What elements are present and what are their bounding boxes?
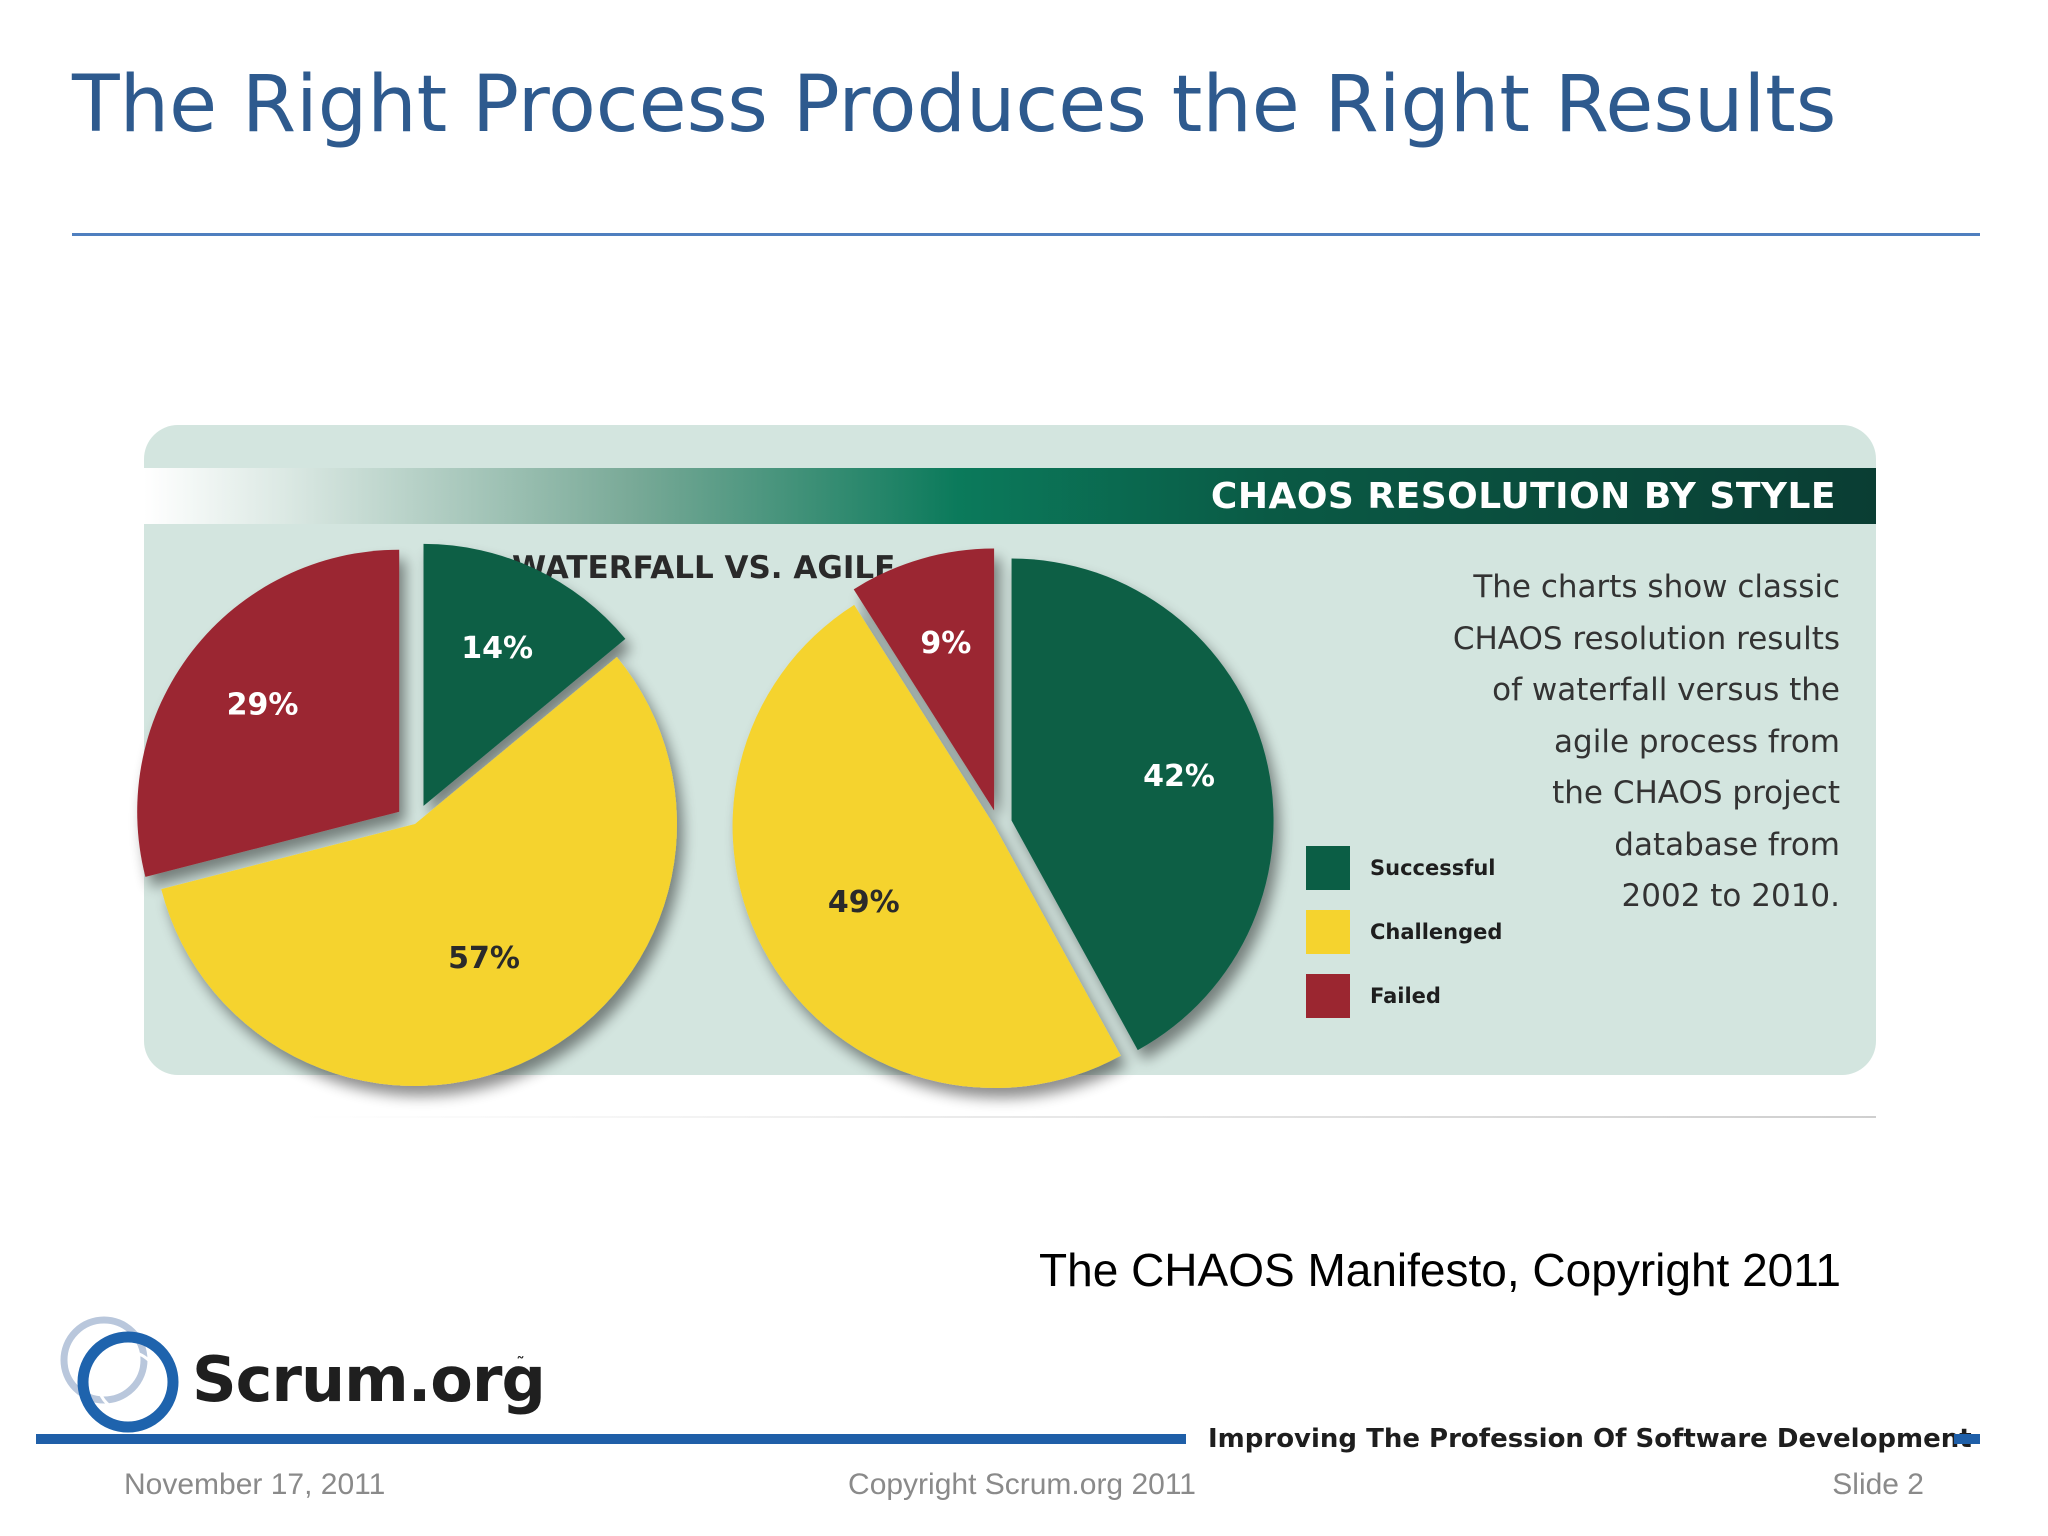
footer-band-end [1954, 1434, 1980, 1444]
title-divider [72, 233, 1980, 236]
legend-label-successful: Successful [1370, 856, 1496, 880]
chart-subtitle: WATERFALL VS. AGILE [512, 550, 896, 586]
legend-label-failed: Failed [1370, 984, 1441, 1008]
legend-label-challenged: Challenged [1370, 920, 1503, 944]
pie-slice-agile-failed [853, 548, 995, 811]
source-caption: The CHAOS Manifesto, Copyright 2011 [1039, 1244, 1841, 1296]
chart-description: The charts show classic CHAOS resolution … [1452, 569, 1840, 914]
pie-slice-waterfall-failed [137, 549, 400, 877]
scrum-logo-text: Scrum.org [192, 1343, 546, 1416]
chart-banner: CHAOS RESOLUTION BY STYLE [144, 468, 1876, 524]
footer-band [36, 1434, 1186, 1444]
pie-agile [732, 548, 1274, 1089]
footer-copyright: Copyright Scrum.org 2011 [848, 1468, 1196, 1501]
slide-title: The Right Process Produces the Right Res… [72, 60, 1837, 150]
pie-label-agile-successful: 42% [1143, 759, 1215, 794]
scrum-logo-trademark: ˜ [516, 1354, 525, 1375]
pie-label-waterfall-successful: 14% [461, 631, 533, 666]
pie-label-waterfall-failed: 29% [227, 687, 299, 722]
chart-baseline-rule [300, 1116, 1876, 1118]
pie-label-waterfall-challenged: 57% [448, 941, 520, 976]
legend-swatch-challenged [1306, 910, 1350, 954]
footer-tagline: Improving The Profession Of Software Dev… [1208, 1424, 1972, 1454]
pie-slice-waterfall-successful [423, 543, 626, 806]
pie-slice-agile-challenged [732, 604, 1121, 1089]
scrum-logo-icon [60, 1316, 179, 1433]
pie-label-agile-failed: 9% [920, 626, 971, 661]
footer-slide-number: Slide 2 [1832, 1468, 1924, 1501]
legend-swatch-failed [1306, 974, 1350, 1018]
pie-label-agile-challenged: 49% [828, 885, 900, 920]
footer-date: November 17, 2011 [124, 1468, 386, 1501]
legend-swatch-successful [1306, 846, 1350, 890]
pie-slice-agile-successful [1011, 558, 1274, 1051]
pie-slice-waterfall-challenged [161, 656, 677, 1087]
chart-banner-title: CHAOS RESOLUTION BY STYLE [1210, 476, 1836, 517]
pie-waterfall [137, 543, 677, 1087]
